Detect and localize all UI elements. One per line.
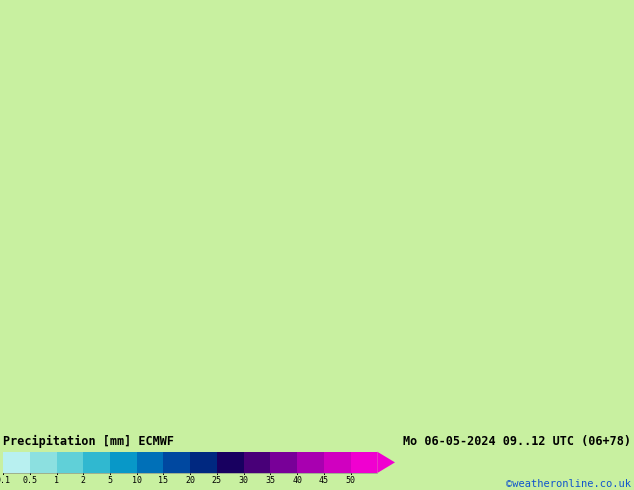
Text: 25: 25 <box>212 476 222 485</box>
Text: 15: 15 <box>158 476 169 485</box>
Text: 40: 40 <box>292 476 302 485</box>
Text: 1: 1 <box>54 476 59 485</box>
Bar <box>3 452 30 473</box>
Text: Precipitation [mm] ECMWF: Precipitation [mm] ECMWF <box>3 435 174 448</box>
Bar <box>351 452 377 473</box>
Text: ©weatheronline.co.uk: ©weatheronline.co.uk <box>506 479 631 489</box>
Bar <box>110 452 137 473</box>
Text: Mo 06-05-2024 09..12 UTC (06+78): Mo 06-05-2024 09..12 UTC (06+78) <box>403 435 631 448</box>
Text: 10: 10 <box>132 476 142 485</box>
Bar <box>164 452 190 473</box>
Text: 50: 50 <box>346 476 356 485</box>
Bar <box>83 452 110 473</box>
Polygon shape <box>377 452 395 473</box>
Bar <box>324 452 351 473</box>
Bar <box>30 452 56 473</box>
Bar <box>137 452 164 473</box>
Bar <box>270 452 297 473</box>
Text: 45: 45 <box>319 476 329 485</box>
Text: 0.1: 0.1 <box>0 476 11 485</box>
Bar <box>243 452 270 473</box>
Text: 35: 35 <box>266 476 275 485</box>
Text: 5: 5 <box>108 476 113 485</box>
Bar <box>56 452 83 473</box>
Text: 30: 30 <box>238 476 249 485</box>
Bar <box>297 452 324 473</box>
Text: 20: 20 <box>185 476 195 485</box>
Bar <box>217 452 243 473</box>
Bar <box>190 452 217 473</box>
Text: 0.5: 0.5 <box>22 476 37 485</box>
Text: 2: 2 <box>81 476 86 485</box>
